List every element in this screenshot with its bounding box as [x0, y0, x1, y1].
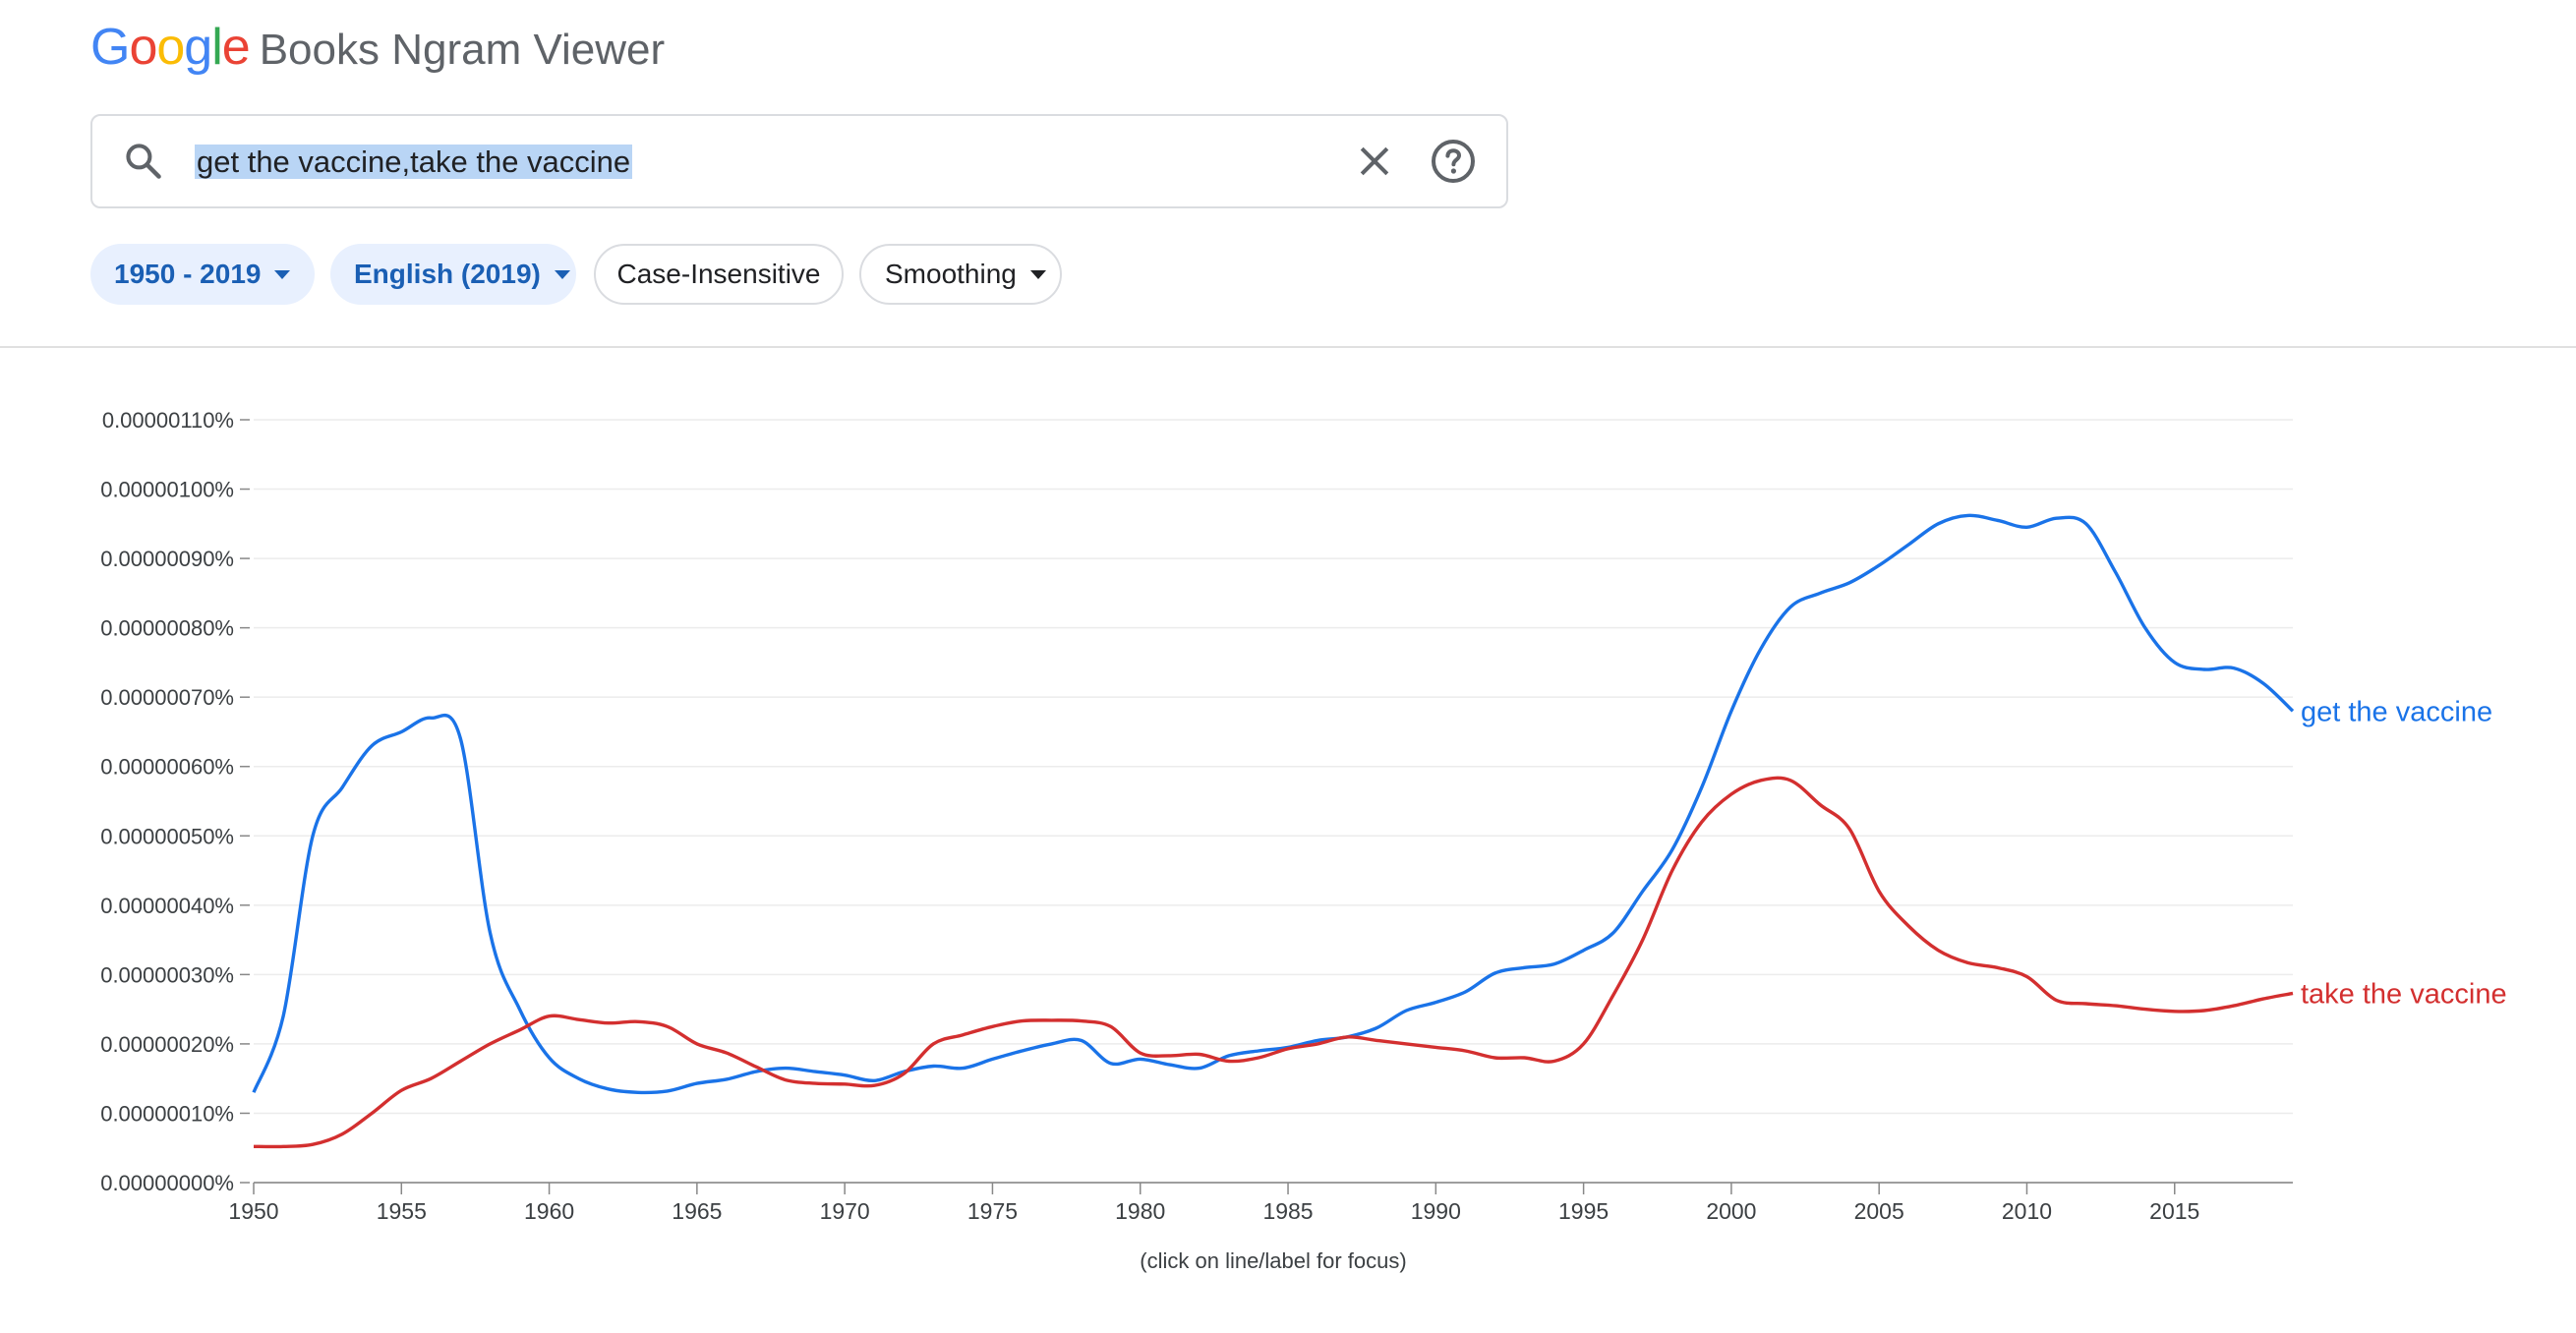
- case-label: Case-Insensitive: [616, 259, 821, 289]
- chevron-down-icon: [1029, 269, 1046, 279]
- series-labels[interactable]: get the vaccine take the vaccine: [2301, 696, 2507, 1010]
- y-tick-label: 0.00000090%: [100, 547, 234, 571]
- y-tick-label: 0.00000070%: [100, 685, 234, 710]
- y-tick-label: 0.00000080%: [100, 616, 234, 641]
- x-tick-label: 2000: [1706, 1198, 1756, 1224]
- x-tick-label: 1980: [1115, 1198, 1165, 1224]
- search-icon[interactable]: [122, 140, 165, 183]
- chart-footnote: (click on line/label for focus): [1140, 1248, 1407, 1273]
- logo-letter: o: [129, 19, 157, 76]
- search-box[interactable]: get the vaccine,take the vaccine: [90, 114, 1508, 208]
- x-tick-label: 1985: [1262, 1198, 1313, 1224]
- logo-letter: l: [211, 19, 223, 76]
- x-tick-label: 1970: [820, 1198, 870, 1224]
- y-axis: 0.00000000% 0.00000010% 0.00000020% 0.00000…: [100, 408, 250, 1195]
- year-range-label: 1950 - 2019: [114, 259, 262, 289]
- x-tick-label: 1950: [228, 1198, 278, 1224]
- x-tick-label: 2015: [2149, 1198, 2199, 1224]
- series-lines[interactable]: [252, 513, 2295, 1149]
- ngram-chart[interactable]: 0.00000000% 0.00000010% 0.00000020% 0.00000…: [0, 354, 2576, 1239]
- close-icon[interactable]: [1353, 140, 1396, 183]
- corpus-dropdown[interactable]: English (2019): [330, 244, 576, 305]
- logo-letter: g: [184, 19, 212, 76]
- logo-letter: o: [156, 19, 185, 76]
- y-tick-label: 0.00000060%: [100, 755, 234, 780]
- x-tick-label: 1960: [524, 1198, 574, 1224]
- x-tick-label: 2010: [2002, 1198, 2052, 1224]
- y-tick-label: 0.00000030%: [100, 962, 234, 987]
- x-tick-label: 1990: [1411, 1198, 1461, 1224]
- x-tick-label: 1965: [672, 1198, 722, 1224]
- case-insensitive-toggle[interactable]: Case-Insensitive: [594, 244, 844, 305]
- help-icon[interactable]: [1430, 138, 1477, 185]
- x-axis: 1950 1955 1960 1965 1970 1975 1980 1985 1990 1995…: [228, 1182, 2293, 1224]
- y-tick-label: 0.00000110%: [102, 408, 234, 433]
- x-tick-label: 1995: [1558, 1198, 1609, 1224]
- series-line-1[interactable]: [253, 776, 2294, 1149]
- y-tick-label: 0.00000040%: [100, 894, 234, 918]
- x-tick-label: 1955: [377, 1198, 427, 1224]
- smoothing-dropdown[interactable]: Smoothing: [859, 244, 1062, 305]
- x-tick-label: 2005: [1854, 1198, 1904, 1224]
- product-name: Books Ngram Viewer: [259, 26, 666, 74]
- search-query-text: get the vaccine,take the vaccine: [195, 145, 633, 179]
- year-range-dropdown[interactable]: 1950 - 2019: [90, 244, 315, 305]
- chevron-down-icon: [554, 269, 570, 279]
- google-wordmark: Google: [90, 18, 251, 77]
- grid-lines: [254, 419, 2293, 1115]
- series-line-0[interactable]: [252, 513, 2295, 1095]
- corpus-label: English (2019): [354, 259, 541, 289]
- series-label-0[interactable]: get the vaccine: [2301, 696, 2492, 727]
- logo-letter: e: [221, 19, 251, 76]
- logo-letter: G: [90, 19, 130, 76]
- y-tick-label: 0.00000020%: [100, 1032, 234, 1057]
- header-divider: [0, 346, 2576, 348]
- x-tick-label: 1975: [967, 1198, 1018, 1224]
- app-logo[interactable]: Google Books Ngram Viewer: [90, 18, 665, 77]
- chevron-down-icon: [274, 269, 291, 279]
- y-tick-label: 0.00000100%: [100, 478, 234, 502]
- search-input[interactable]: get the vaccine,take the vaccine: [195, 142, 633, 183]
- smoothing-label: Smoothing: [885, 259, 1017, 289]
- series-label-1[interactable]: take the vaccine: [2301, 978, 2507, 1010]
- y-tick-label: 0.00000010%: [100, 1101, 234, 1126]
- y-tick-label: 0.00000050%: [100, 824, 234, 848]
- y-tick-label: 0.00000000%: [100, 1171, 234, 1195]
